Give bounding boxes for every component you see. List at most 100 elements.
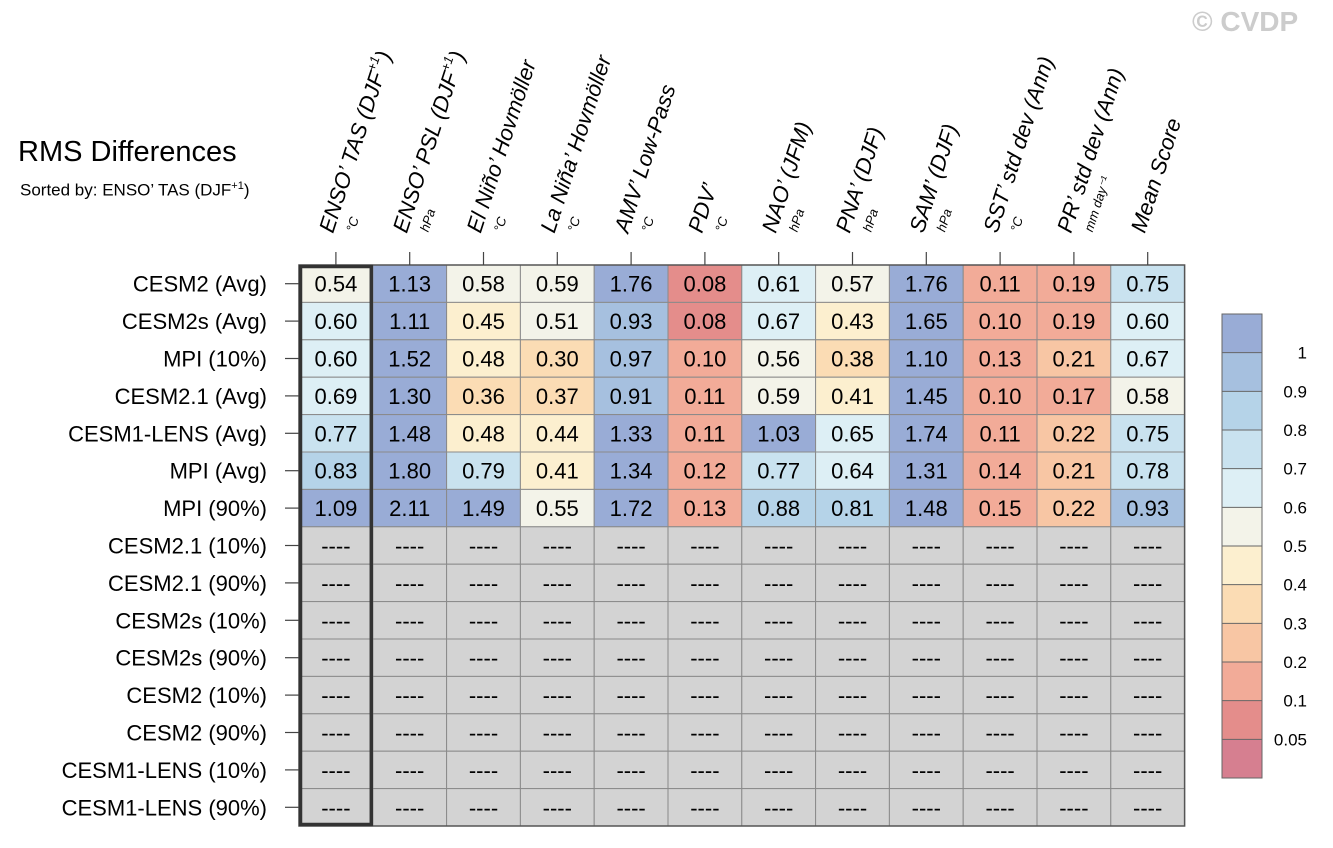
colorbar-bin (1222, 662, 1262, 701)
row-label: CESM2s (10%) (115, 608, 267, 633)
cell-value: ---- (616, 608, 645, 633)
cell-value: ---- (395, 534, 424, 559)
cell-value: 1.09 (314, 496, 357, 521)
column-label: SAM’ (DJF) (904, 121, 963, 236)
cell-value: 0.78 (1126, 459, 1169, 484)
heatmap-cell (446, 675, 521, 715)
cell-value: 1.65 (905, 309, 948, 334)
cell-value: 1.45 (905, 384, 948, 409)
row-label: CESM2 (Avg) (133, 272, 267, 297)
heatmap-cell (298, 339, 374, 378)
heatmap-cell (741, 713, 817, 752)
heatmap-cell (372, 713, 448, 752)
cell-value: 2.11 (389, 496, 430, 521)
cell-value: 0.41 (536, 459, 579, 484)
heatmap-cell (298, 750, 374, 790)
column-unit: °C (638, 214, 657, 233)
cell-value: 0.61 (757, 272, 800, 297)
subtitle-sup: +1 (231, 180, 244, 192)
cell-value: ---- (764, 534, 793, 559)
colorbar-bin (1222, 739, 1262, 778)
heatmap-cell (1110, 638, 1186, 677)
cell-value: 0.77 (314, 421, 357, 446)
cell-value: 0.75 (1126, 272, 1169, 297)
cell-value: ---- (838, 608, 867, 633)
heatmap-cell (372, 563, 448, 603)
column-header: AMV’ Low-Pass°C (609, 81, 681, 237)
heatmap-cell (741, 601, 817, 640)
heatmap-cell (519, 713, 595, 752)
cell-value: 0.81 (831, 496, 874, 521)
heatmap-cell (1110, 339, 1186, 378)
cell-value: 0.11 (980, 272, 1021, 297)
heatmap-cell (815, 788, 890, 827)
column-label: SST’ std dev (Ann) (978, 53, 1058, 235)
heatmap-cell (1110, 264, 1186, 303)
heatmap-cell (446, 563, 521, 603)
cell-value: 0.48 (462, 421, 505, 446)
colorbar-bin (1222, 430, 1262, 469)
heatmap-cell (372, 601, 448, 640)
heatmap-cell (446, 788, 521, 827)
column-unit: °C (491, 214, 510, 233)
heatmap-cell (519, 675, 595, 715)
heatmap-cell (593, 451, 669, 490)
cell-value: ---- (985, 795, 1014, 820)
cell-value: ---- (543, 795, 572, 820)
cell-value: 0.75 (1126, 421, 1169, 446)
cell-value: ---- (838, 795, 867, 820)
heatmap-cell (667, 414, 743, 453)
cell-value: ---- (321, 608, 350, 633)
cell-value: ---- (912, 683, 941, 708)
colorbar-tick-label: 1 (1298, 344, 1307, 363)
cell-value: 1.13 (388, 272, 431, 297)
heatmap-cell (519, 601, 595, 640)
heatmap-cell (741, 526, 817, 565)
cell-value: ---- (469, 571, 498, 596)
cell-value: 0.69 (314, 384, 357, 409)
cell-value: ---- (469, 534, 498, 559)
heatmap-cell (519, 750, 595, 790)
cell-value: 0.97 (610, 347, 653, 372)
cell-value: ---- (912, 758, 941, 783)
heatmap-cell (593, 638, 669, 677)
cell-value: ---- (838, 683, 867, 708)
cell-value: ---- (469, 795, 498, 820)
row-label: CESM2.1 (Avg) (115, 384, 267, 409)
cell-value: ---- (764, 758, 793, 783)
heatmap-cell (962, 301, 1038, 341)
cell-value: 0.10 (683, 347, 726, 372)
cell-value: 0.55 (536, 496, 579, 521)
heatmap-cell (667, 638, 743, 677)
cell-value: ---- (321, 795, 350, 820)
cell-value: ---- (764, 795, 793, 820)
heatmap-cell (962, 339, 1038, 378)
cell-value: ---- (912, 534, 941, 559)
cell-value: 0.41 (831, 384, 874, 409)
cell-value: ---- (469, 683, 498, 708)
heatmap-cell (888, 526, 964, 565)
heatmap-cell (372, 750, 448, 790)
cell-value: ---- (764, 571, 793, 596)
column-label: ENSO’ PSL (DJF+1) (386, 47, 470, 235)
row-label: CESM2s (90%) (115, 646, 267, 671)
cell-value: 0.45 (462, 309, 505, 334)
heatmap-cell (667, 788, 743, 827)
cell-value: 0.10 (979, 309, 1022, 334)
column-unit: hPa (860, 207, 881, 234)
heatmap-cell (962, 638, 1038, 677)
heatmap-cell (446, 713, 521, 752)
heatmap-cell (741, 788, 817, 827)
colorbar-bin (1222, 546, 1262, 585)
cell-value: ---- (469, 721, 498, 746)
cell-value: ---- (543, 758, 572, 783)
column-label-name: El Niño’ Hovmöller (462, 55, 542, 235)
cell-value: ---- (616, 758, 645, 783)
heatmap-cell (1110, 601, 1186, 640)
row-label: CESM2.1 (10%) (108, 534, 267, 559)
cell-value: ---- (616, 795, 645, 820)
heatmap-cell (815, 264, 890, 303)
colorbar-tick-label: 0.4 (1283, 576, 1307, 595)
cell-value: ---- (469, 608, 498, 633)
cell-value: ---- (912, 608, 941, 633)
